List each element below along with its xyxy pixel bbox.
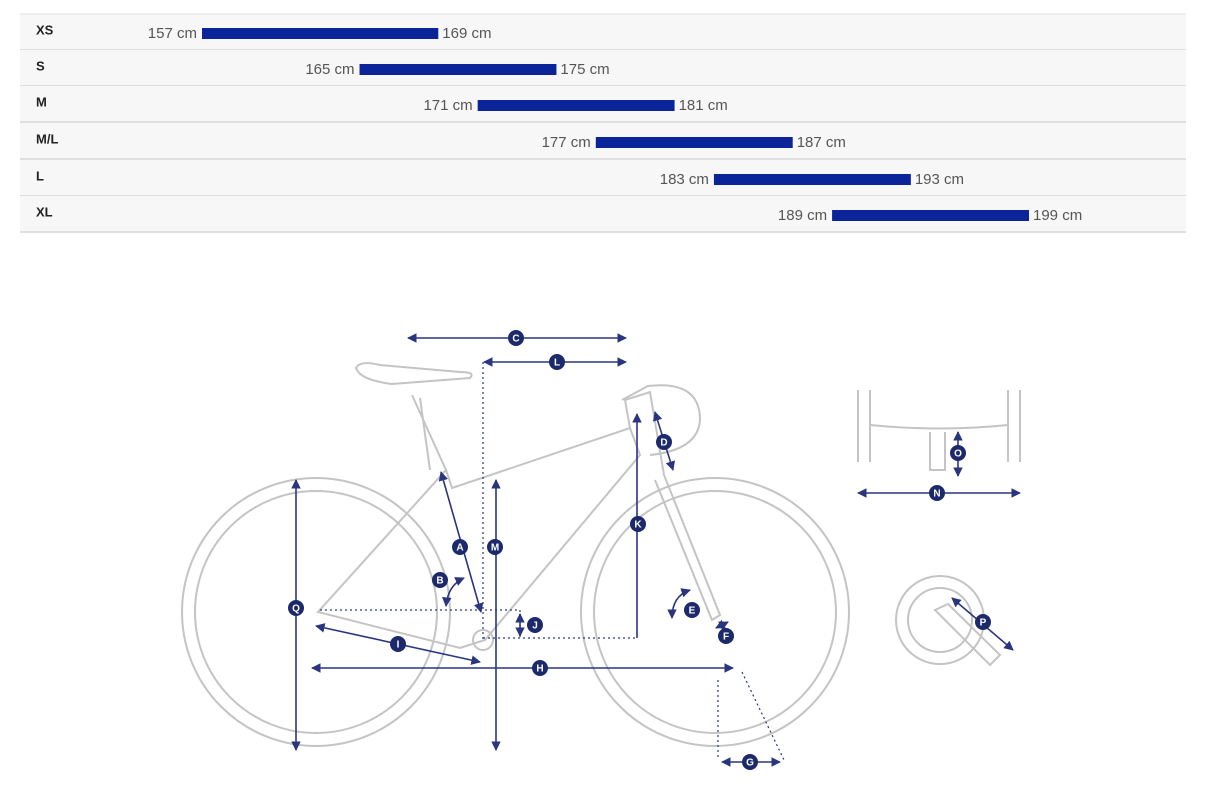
label-badge [656,434,672,450]
label-badge [527,617,543,633]
table-row [20,50,1186,86]
dimension-label: Q [292,604,300,615]
max-height-label: 169 cm [442,25,491,42]
size-label: XL [36,204,53,219]
max-height-label: 193 cm [915,171,964,188]
dimension-label: B [436,576,443,587]
dimension-label: A [456,543,463,554]
height-range-bar [832,210,1029,221]
dimension-label: P [980,618,987,629]
max-height-label: 199 cm [1033,207,1082,224]
label-badge [975,614,991,630]
dimension-label: H [536,664,543,675]
label-badge [549,354,565,370]
label-badge [630,516,646,532]
min-height-label: 189 cm [778,207,827,224]
label-badge [684,602,700,618]
label-badge [718,628,734,644]
max-height-label: 175 cm [560,61,609,78]
dimension-label: E [689,606,696,617]
dimension-label: C [512,334,519,345]
table-row [20,160,1186,196]
label-badge [742,754,758,770]
dimension-label: N [933,489,940,500]
label-badge [288,600,304,616]
max-height-label: 181 cm [679,97,728,114]
dimension-label: L [554,358,560,369]
max-height-label: 187 cm [797,134,846,151]
size-label: S [36,58,45,73]
label-badge [532,660,548,676]
height-range-bar [477,100,675,111]
size-label: XS [36,22,54,37]
label-badge [487,539,503,555]
min-height-label: 171 cm [423,97,472,114]
dimension-label: I [397,640,400,651]
dimension-label: D [660,438,667,449]
dimension-label: K [634,520,642,531]
label-badge [390,636,406,652]
height-range-bar [595,137,793,148]
label-badge [508,330,524,346]
min-height-label: 177 cm [542,134,591,151]
min-height-label: 165 cm [305,61,354,78]
bike-diagram [181,333,1021,767]
min-height-label: 157 cm [148,25,197,42]
size-label: M/L [36,131,58,146]
label-badge [950,445,966,461]
height-range-bar [713,174,911,185]
dimension-label: O [954,449,962,460]
height-range-bar [202,28,439,39]
size-label: L [36,168,44,183]
dimension-label: G [746,758,754,769]
dimension-label: F [723,632,729,643]
label-badge [432,572,448,588]
dimension-label: M [491,543,499,554]
height-range-bar [359,64,557,75]
size-table: XS 157 cm 169 cm S 165 cm 175 cm M 171 cm 181 cm… [20,13,1186,233]
dimension-label: J [532,621,538,632]
dimension-labels: A B C D E F G H I J K L M N O P Q [288,330,991,770]
min-height-label: 183 cm [660,171,709,188]
label-badge [452,539,468,555]
size-label: M [36,94,47,109]
label-badge [929,485,945,501]
